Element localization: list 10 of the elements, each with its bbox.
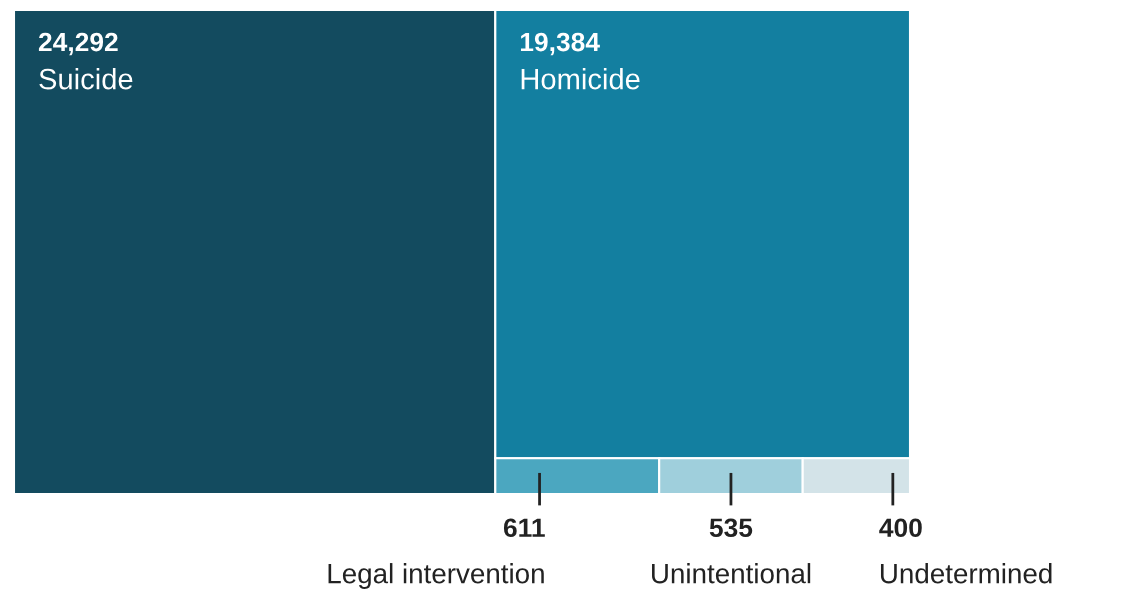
category-label: Suicide <box>39 68 133 90</box>
data-label: 19,384 <box>520 32 600 56</box>
data-label: 400 <box>879 518 922 538</box>
category-label: Unintentional <box>652 563 811 584</box>
category-label: Undetermined <box>880 563 1052 584</box>
data-label: 24,292 <box>38 32 118 56</box>
data-label: 535 <box>709 518 753 538</box>
data-label: 611 <box>503 518 545 538</box>
category-label: Legal intervention <box>328 563 544 589</box>
category-label: Homicide <box>521 68 640 90</box>
